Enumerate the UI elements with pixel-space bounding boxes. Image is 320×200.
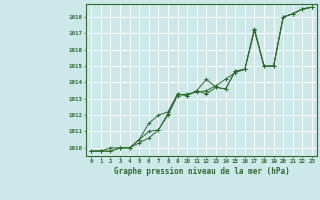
X-axis label: Graphe pression niveau de la mer (hPa): Graphe pression niveau de la mer (hPa) (114, 167, 290, 176)
